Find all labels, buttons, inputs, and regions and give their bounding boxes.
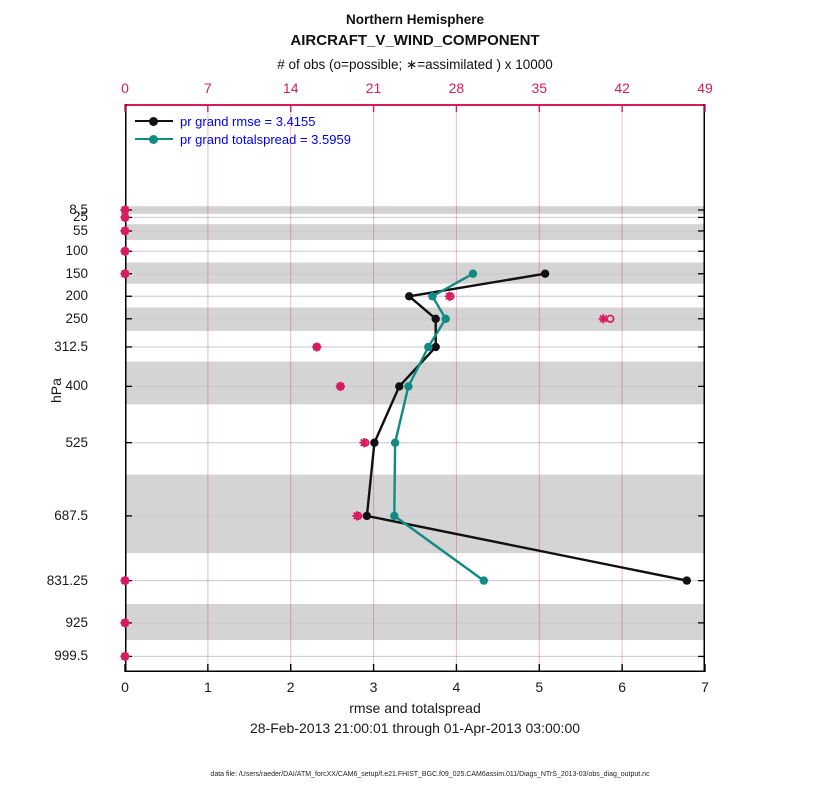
y-tick-label: 250 (65, 310, 88, 326)
rmse-point (370, 438, 379, 447)
totalspread-point (424, 342, 433, 352)
bottom-tick-label: 2 (286, 679, 295, 695)
legend-label-rmse: pr grand rmse = 3.4155 (180, 113, 316, 129)
legend-entry-totalspread: pr grand totalspread = 3.5959 (135, 130, 351, 148)
y-axis-title: hPa (48, 378, 64, 403)
data-file-path: data file: /Users/raeder/DAI/ATM_forcXX/… (210, 771, 650, 778)
totalspread-point (404, 382, 413, 391)
top-tick-label: 21 (365, 80, 382, 96)
shaded-layer-band (125, 224, 705, 240)
plot-title: Northern Hemisphere (345, 12, 485, 27)
top-tick-label: 42 (614, 80, 630, 96)
obs-assimilated-marker (121, 576, 129, 585)
legend: pr grand rmse = 3.4155 pr grand totalspr… (135, 112, 351, 148)
obs-assimilated-marker (445, 292, 454, 301)
obs-assimilated-marker (121, 652, 129, 661)
totalspread-point (441, 314, 450, 323)
bottom-tick-label: 6 (618, 679, 627, 695)
plot-area (120, 104, 706, 672)
shaded-layer-band (125, 604, 705, 640)
y-tick-label: 8.5 (69, 202, 88, 217)
y-tick-label: 100 (65, 243, 88, 259)
y-tick-label: 925 (65, 614, 88, 630)
bottom-tick-label: 3 (369, 679, 378, 695)
rmse-point (540, 269, 550, 278)
totalspread-point (390, 511, 399, 521)
top-tick-label: 7 (203, 80, 212, 96)
obs-assimilated-marker (121, 269, 129, 278)
bottom-tick-label: 7 (701, 679, 709, 695)
rmse-point (405, 292, 414, 301)
obs-assimilated-marker (312, 343, 321, 351)
obs-assimilated-marker (336, 382, 345, 391)
obs-assimilated-marker (360, 438, 369, 447)
totalspread-point (479, 576, 488, 585)
rmse-line-sample-icon (135, 116, 173, 125)
legend-label-totalspread: pr grand totalspread = 3.5959 (180, 131, 351, 147)
rmse-point (395, 382, 404, 391)
top-tick-label: 35 (531, 80, 548, 96)
totalspread-line-sample-icon (135, 134, 173, 143)
y-tick-label: 687.5 (54, 507, 88, 523)
bottom-tick-label: 1 (203, 679, 212, 695)
obs-assimilated-marker (121, 213, 129, 222)
chart-canvas (120, 104, 706, 672)
bottom-tick-label: 5 (535, 679, 544, 695)
plot-subtitle-variable: AIRCRAFT_V_WIND_COMPONENT (290, 32, 540, 49)
rmse-point (362, 511, 372, 521)
y-tick-label: 400 (65, 378, 88, 394)
rmse-point (682, 576, 691, 585)
bottom-tick-label: 0 (121, 679, 129, 695)
top-tick-label: 49 (697, 80, 713, 96)
totalspread-point (428, 292, 437, 301)
top-tick-label: 0 (121, 80, 129, 96)
shaded-layer-band (125, 262, 705, 284)
top-tick-label: 14 (282, 80, 299, 96)
y-tick-label: 150 (65, 265, 88, 281)
obs-assimilated-marker (121, 618, 129, 627)
rmse-point (431, 342, 440, 352)
y-tick-label: 25 (72, 209, 88, 225)
bottom-tick-label: 4 (452, 679, 461, 695)
obs-assimilated-marker (121, 227, 129, 235)
totalspread-point (468, 269, 478, 278)
y-tick-label: 312.5 (54, 338, 88, 354)
top-axis-label: # of obs (o=possible; ∗=assimilated ) x … (277, 57, 553, 72)
rmse-point (431, 314, 440, 323)
y-tick-label: 525 (65, 434, 88, 450)
top-tick-label: 28 (448, 80, 465, 96)
obs-assimilated-marker (121, 206, 129, 214)
y-tick-label: 55 (72, 222, 88, 238)
obs-assimilated-marker (121, 247, 129, 256)
y-tick-label: 999.5 (54, 648, 88, 664)
obs-assimilated-marker (353, 511, 361, 520)
y-tick-label: 831.25 (46, 572, 88, 588)
legend-entry-rmse: pr grand rmse = 3.4155 (135, 112, 351, 130)
shaded-layer-band (125, 474, 705, 554)
x-axis-title: rmse and totalspread (349, 700, 481, 716)
obs-assimilated-marker (599, 314, 608, 323)
totalspread-line (393, 272, 485, 582)
y-tick-label: 200 (65, 288, 88, 304)
totalspread-point (390, 438, 400, 447)
timespan-caption: 28-Feb-2013 21:00:01 through 01-Apr-2013… (249, 720, 581, 736)
